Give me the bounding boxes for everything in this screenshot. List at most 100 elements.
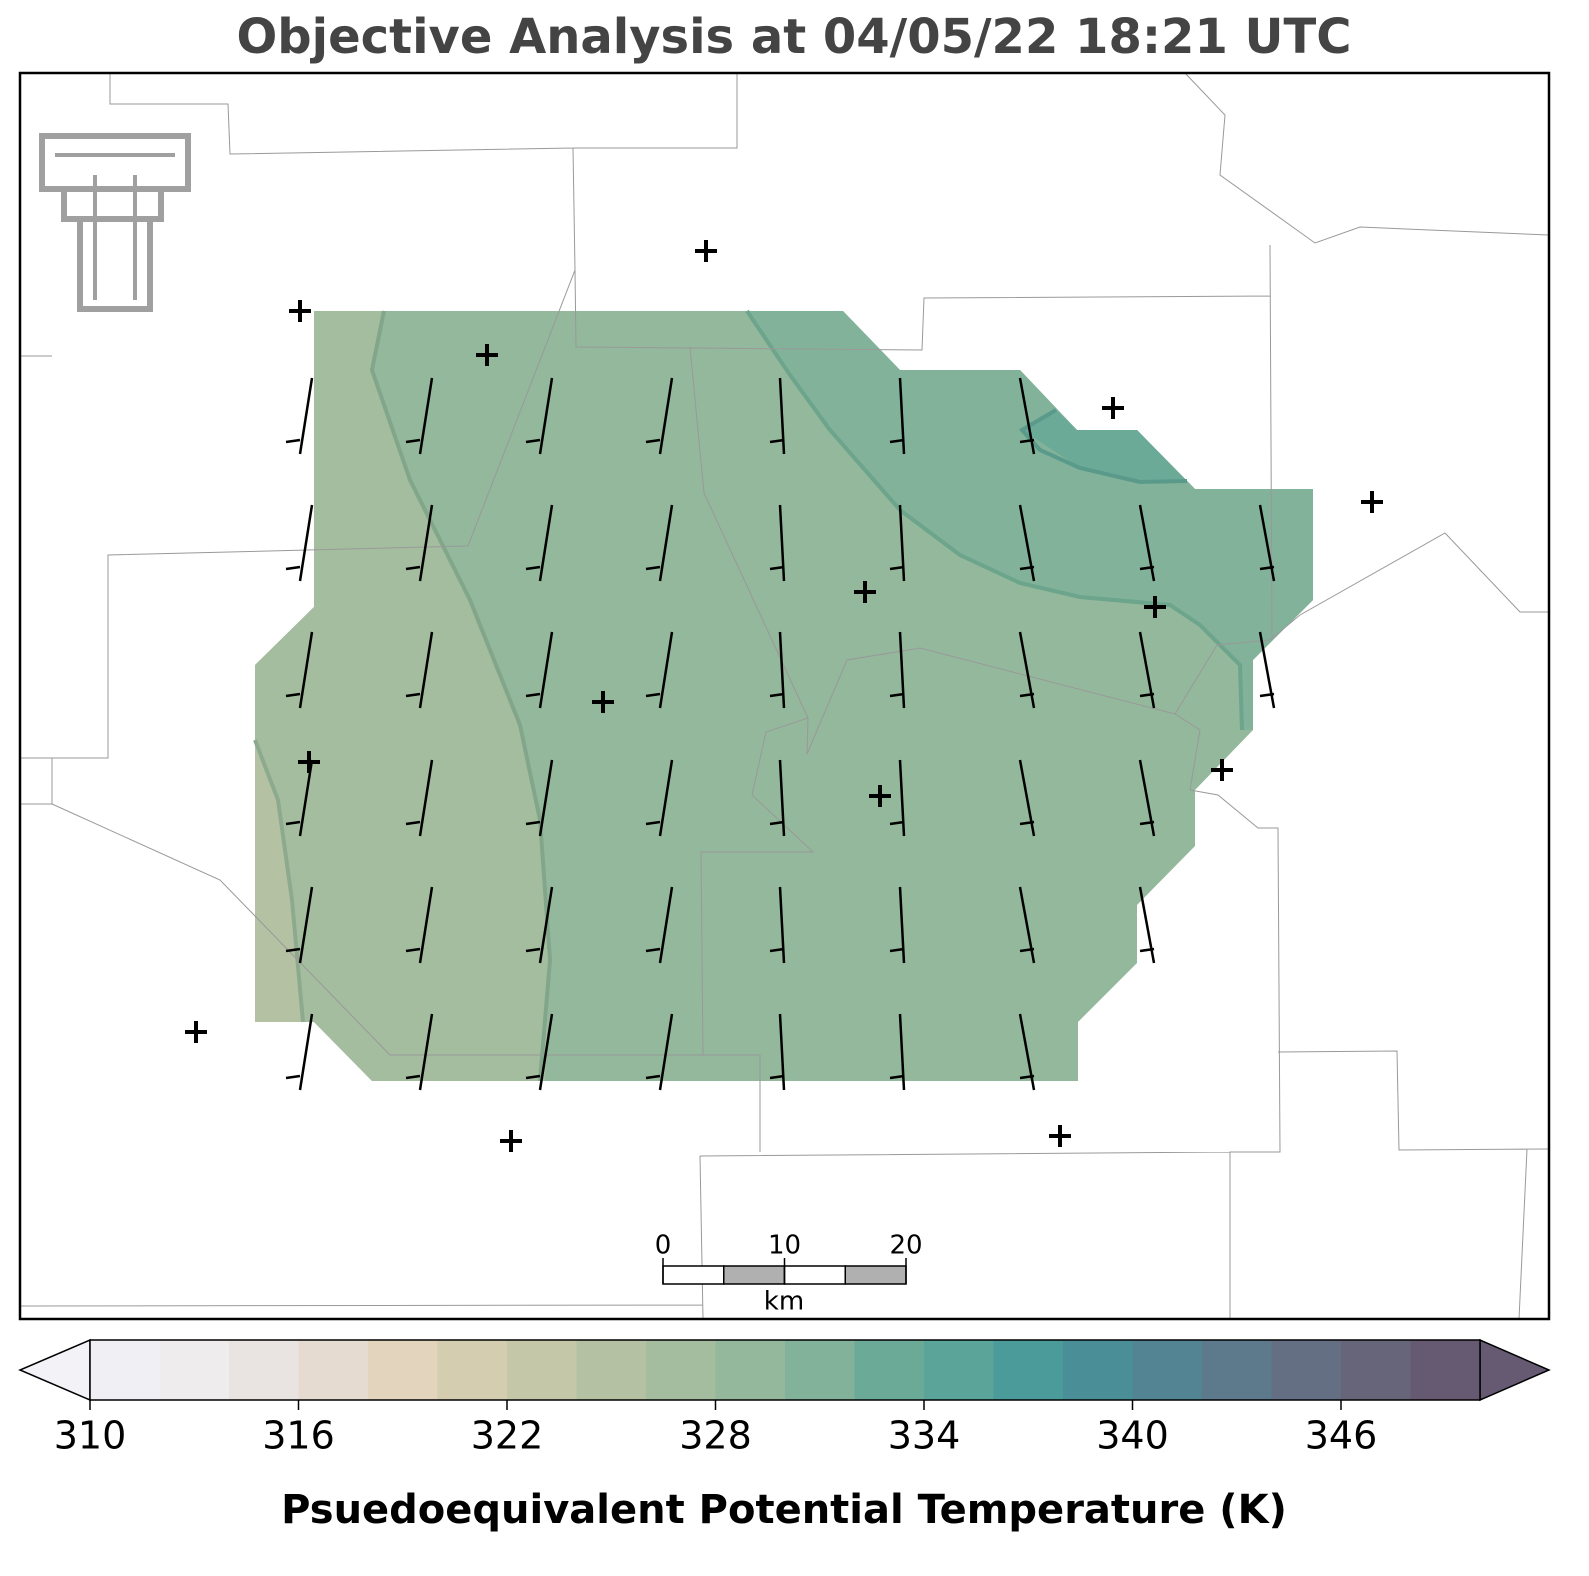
colorbar-label: Psuedoequivalent Potential Temperature (… [281, 1487, 1287, 1533]
barb-flag [889, 565, 905, 571]
colorbar-band [924, 1340, 994, 1400]
colorbar-tick-label: 310 [54, 1414, 127, 1458]
colorbar-band [1132, 1340, 1203, 1400]
barb [658, 631, 674, 709]
colorbar-band [576, 1340, 647, 1400]
scale-segment [723, 1265, 786, 1285]
colorbar-band [1202, 1340, 1272, 1400]
barb-flag [1019, 438, 1035, 444]
map-frame [18, 71, 1551, 1321]
logo [39, 133, 191, 312]
colorbar-tick-label: 346 [1305, 1414, 1378, 1458]
colorbar-band [159, 1340, 230, 1400]
barb [418, 504, 434, 582]
colorbar-under [18, 1338, 91, 1402]
barb-flag [769, 565, 785, 571]
barb-flag [1139, 947, 1155, 953]
stations [185, 240, 1383, 1152]
barb-flag [1019, 692, 1035, 698]
barb [658, 504, 674, 582]
colorbar-band [1341, 1340, 1411, 1400]
barb [658, 886, 674, 964]
barb [538, 886, 554, 964]
barb [658, 759, 674, 837]
barb-flag [285, 1074, 301, 1080]
barb-flag [1139, 565, 1155, 571]
barb [298, 631, 314, 709]
scale-bar: 0 10 20 km [655, 1231, 923, 1317]
station [1144, 596, 1166, 618]
barb-flag [1139, 692, 1155, 698]
barb [658, 377, 674, 455]
barb [418, 377, 434, 455]
scale-segment [844, 1265, 907, 1285]
barb-flag [525, 947, 541, 953]
colorbar-tick-label: 334 [888, 1414, 961, 1458]
station [1049, 1125, 1071, 1147]
barb [538, 1013, 554, 1091]
barb [298, 886, 314, 964]
station [298, 751, 320, 773]
barb-flag [889, 438, 905, 444]
barb-flag [1139, 820, 1155, 826]
colorbar-band [646, 1340, 716, 1400]
barb-flag [889, 1074, 905, 1080]
barb-flag [769, 947, 785, 953]
station [854, 581, 876, 603]
barb-flag [769, 692, 785, 698]
barb [538, 631, 554, 709]
barb-flag [889, 947, 905, 953]
scale-tick-label: 0 [655, 1231, 672, 1261]
barb [418, 1013, 434, 1091]
barb-flag [889, 692, 905, 698]
colorbar-tick-label: 340 [1096, 1414, 1169, 1458]
barb-flag [405, 820, 421, 826]
barb-flag [645, 692, 661, 698]
scale-unit: km [764, 1287, 804, 1317]
barb-flag [645, 565, 661, 571]
colorbar-band [507, 1340, 577, 1400]
colorbar: 310 316 322 328 334 340 346 [18, 1338, 1551, 1458]
chart-title: Objective Analysis at 04/05/22 18:21 UTC [237, 9, 1352, 65]
colorbar-band [298, 1340, 369, 1400]
barb-flag [285, 947, 301, 953]
barb [298, 377, 314, 455]
barb [658, 1013, 674, 1091]
colorbar-band [229, 1340, 299, 1400]
barb-flag [645, 820, 661, 826]
barb-flag [645, 438, 661, 444]
colorbar-band [715, 1340, 786, 1400]
colorbar-over [1479, 1338, 1551, 1402]
colorbar-band [854, 1340, 925, 1400]
scale-tick-label: 20 [889, 1231, 922, 1261]
colorbar-band [90, 1340, 160, 1400]
barb [298, 504, 314, 582]
station [476, 344, 498, 366]
barb-flag [285, 692, 301, 698]
scale-segment [783, 1265, 846, 1285]
station [1361, 491, 1383, 513]
colorbar-band [368, 1340, 438, 1400]
colorbar-band [1063, 1340, 1133, 1400]
barb-flag [285, 438, 301, 444]
barb-flag [405, 565, 421, 571]
barb-flag [889, 820, 905, 826]
barb-flag [525, 565, 541, 571]
barb-flag [769, 438, 785, 444]
barb-flag [405, 692, 421, 698]
colorbar-band [785, 1340, 855, 1400]
barb [418, 886, 434, 964]
barb-flag [525, 692, 541, 698]
colorbar-tick-label: 328 [679, 1414, 752, 1458]
barb-flag [285, 820, 301, 826]
colorbar-band [1271, 1340, 1342, 1400]
colorbar-tick-label: 322 [471, 1414, 544, 1458]
barb-flag [1019, 1074, 1035, 1080]
barb [418, 631, 434, 709]
station [185, 1021, 207, 1043]
county-lines [19, 72, 1550, 1320]
barb-flag [405, 1074, 421, 1080]
station [869, 785, 891, 807]
barb-flag [285, 565, 301, 571]
